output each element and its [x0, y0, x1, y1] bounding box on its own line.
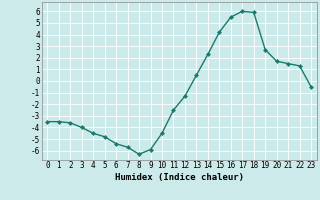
- X-axis label: Humidex (Indice chaleur): Humidex (Indice chaleur): [115, 173, 244, 182]
